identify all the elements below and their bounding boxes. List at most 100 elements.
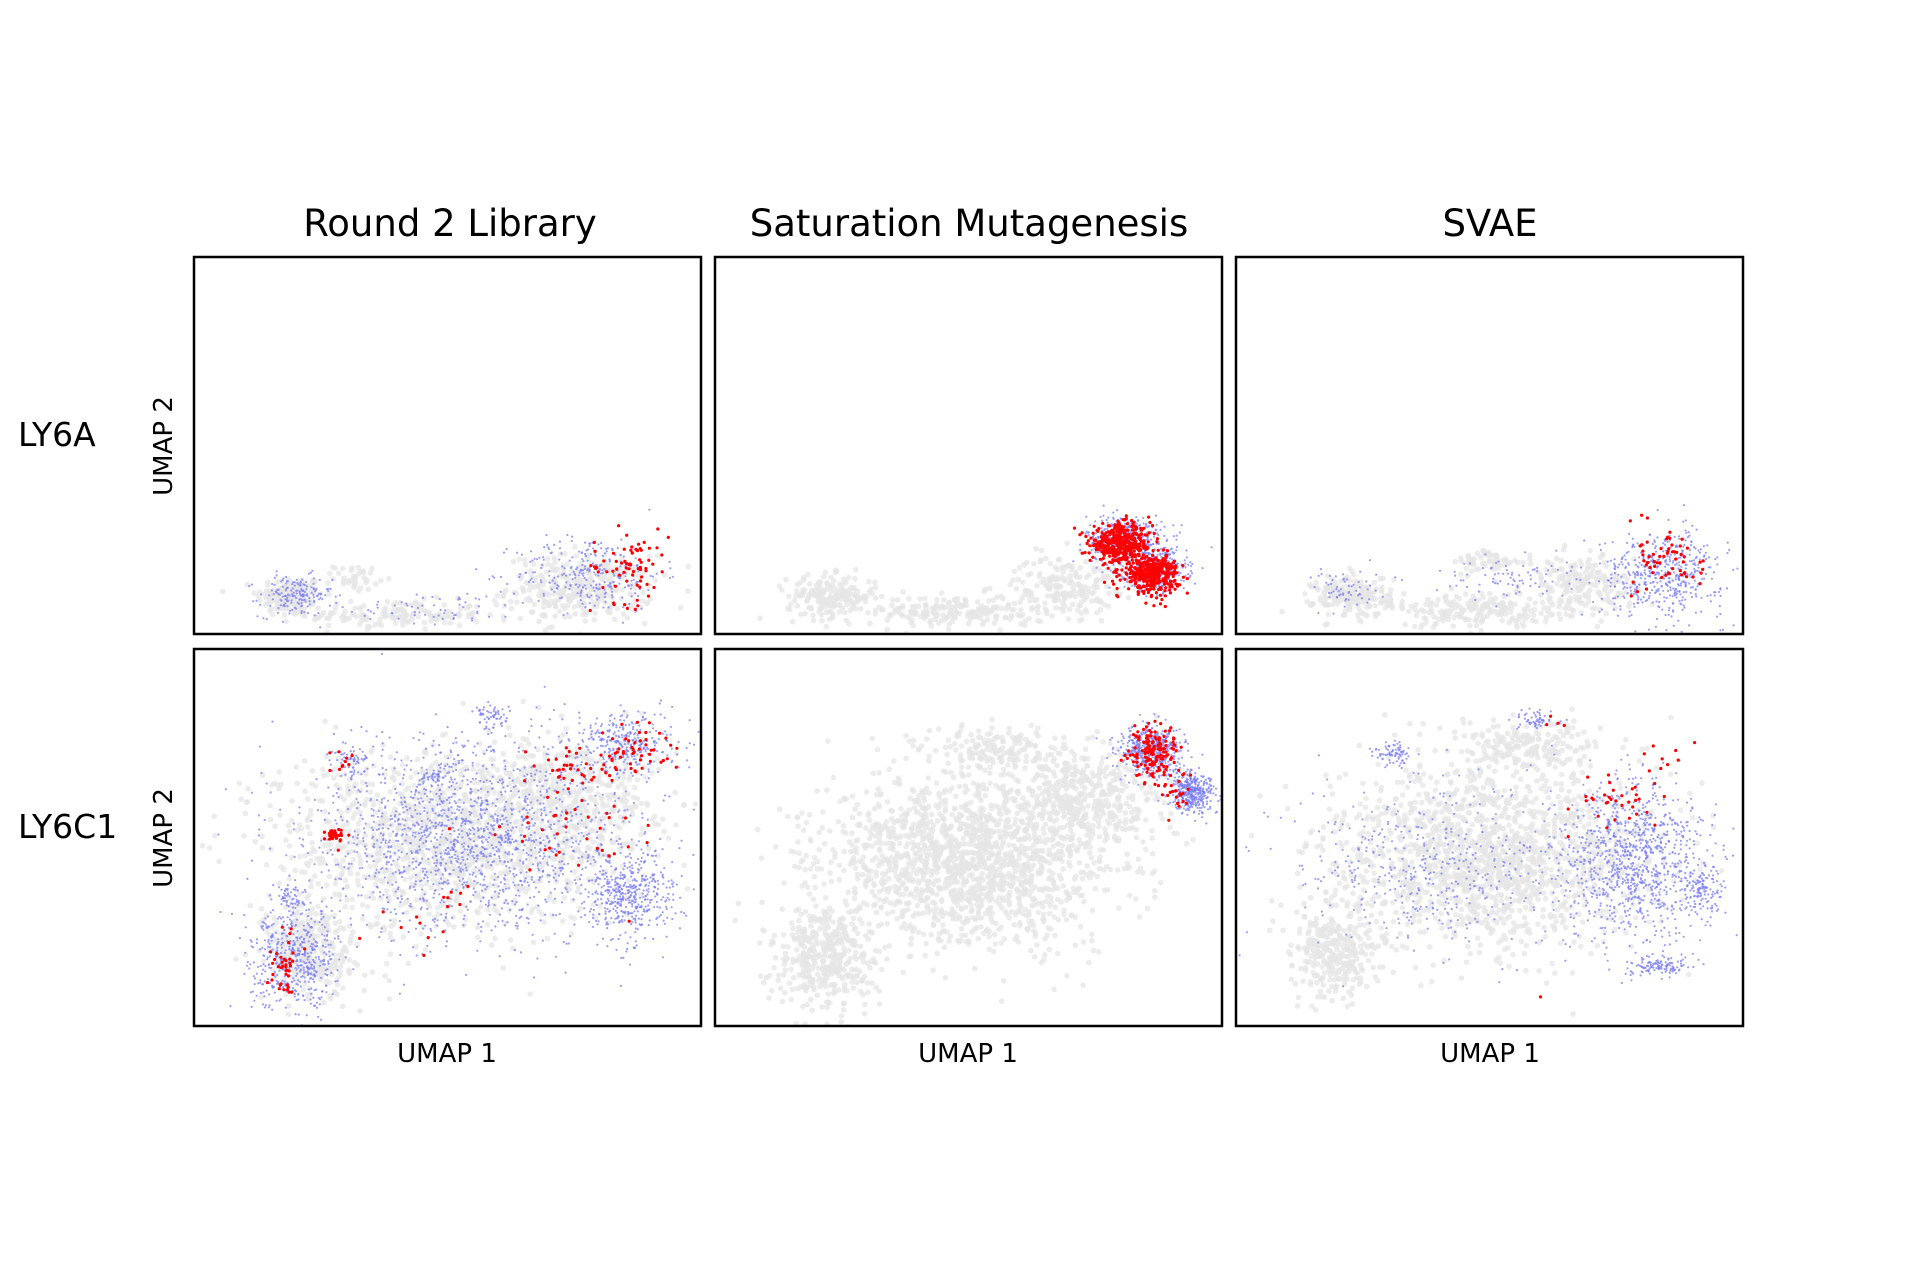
top-point <box>1173 571 1177 575</box>
library-point <box>1609 585 1612 588</box>
top-point <box>1108 560 1112 564</box>
top-point <box>1682 555 1686 559</box>
library-point <box>1182 587 1185 590</box>
library-point <box>286 605 289 608</box>
background-point <box>984 607 991 614</box>
top-point <box>1100 531 1104 535</box>
library-point <box>548 570 551 573</box>
library-point <box>1634 630 1637 633</box>
library-point <box>1713 594 1716 597</box>
library-point <box>301 593 304 596</box>
library-point <box>1106 521 1109 524</box>
background-point <box>325 580 332 586</box>
background-point <box>592 610 598 616</box>
background-point <box>1350 587 1356 593</box>
background-point <box>940 597 947 603</box>
library-point <box>1320 573 1323 576</box>
top-point <box>1647 555 1651 559</box>
library-point <box>1164 551 1168 555</box>
library-point <box>1662 577 1666 580</box>
library-point <box>561 565 564 568</box>
background-point <box>1427 604 1434 610</box>
top-point <box>1659 547 1663 551</box>
library-point <box>613 574 616 577</box>
library-point <box>530 550 533 553</box>
background-point <box>1463 565 1469 572</box>
column-title-3: SVAE <box>1442 202 1537 245</box>
top-point <box>615 567 619 571</box>
top-point <box>1154 577 1158 581</box>
ylabel-row-1: UMAP 2 <box>149 396 179 496</box>
library-point <box>563 567 566 570</box>
library-point <box>415 593 418 596</box>
library-point <box>1135 516 1138 519</box>
library-point <box>293 581 296 584</box>
top-point <box>1185 591 1189 595</box>
library-point <box>1484 574 1487 577</box>
library-point <box>1678 590 1681 593</box>
background-point <box>469 610 476 617</box>
background-point <box>319 612 325 618</box>
library-point <box>559 597 562 600</box>
library-point <box>1651 589 1654 592</box>
background-point <box>822 569 829 576</box>
background-point <box>296 603 303 610</box>
panel-frame <box>192 255 703 636</box>
library-point <box>1712 571 1716 574</box>
library-point <box>564 586 567 589</box>
library-point <box>1633 605 1636 608</box>
top-point <box>1655 561 1659 565</box>
library-point <box>597 574 600 577</box>
panel-1-2 <box>757 504 1213 634</box>
library-point <box>1146 526 1149 529</box>
background-point <box>1466 616 1472 623</box>
top-point <box>1157 587 1161 592</box>
top-point <box>1145 565 1149 569</box>
background-point <box>1387 596 1394 602</box>
background-point <box>945 626 952 633</box>
library-point <box>291 594 294 597</box>
library-point <box>1726 551 1729 555</box>
library-point <box>1507 582 1510 586</box>
library-point <box>1187 573 1190 576</box>
background-point <box>1066 606 1073 612</box>
background-point <box>1366 603 1372 609</box>
background-point <box>1302 591 1308 597</box>
library-point <box>1654 547 1657 550</box>
library-point <box>1667 563 1670 566</box>
background-point <box>922 602 929 608</box>
background-point <box>1538 610 1544 616</box>
library-point <box>1156 594 1159 597</box>
background-point <box>837 596 844 602</box>
background-point <box>441 619 448 626</box>
background-point <box>785 605 791 612</box>
library-point <box>1623 596 1626 599</box>
background-point <box>367 570 374 576</box>
library-point <box>1172 535 1175 538</box>
background-point <box>640 589 646 596</box>
library-point <box>562 572 566 575</box>
library-point <box>1713 591 1716 594</box>
library-point <box>1184 574 1187 578</box>
background-point <box>527 568 533 574</box>
library-point <box>1182 579 1185 582</box>
top-point <box>1155 540 1159 544</box>
library-point <box>598 583 601 586</box>
background-point <box>372 581 379 587</box>
background-point <box>345 580 352 586</box>
background-point <box>1432 621 1438 628</box>
top-point <box>1091 531 1095 535</box>
library-point <box>309 571 312 574</box>
library-point <box>1448 585 1452 588</box>
library-point <box>1694 593 1697 596</box>
background-point <box>1547 594 1553 601</box>
library-point <box>1193 582 1197 585</box>
background-point <box>1541 605 1547 611</box>
library-point <box>572 570 575 573</box>
background-point <box>1566 605 1573 611</box>
top-point <box>611 569 615 573</box>
background-point <box>1490 600 1496 606</box>
library-point <box>1621 563 1624 566</box>
background-point <box>820 589 827 595</box>
background-point <box>965 620 972 627</box>
